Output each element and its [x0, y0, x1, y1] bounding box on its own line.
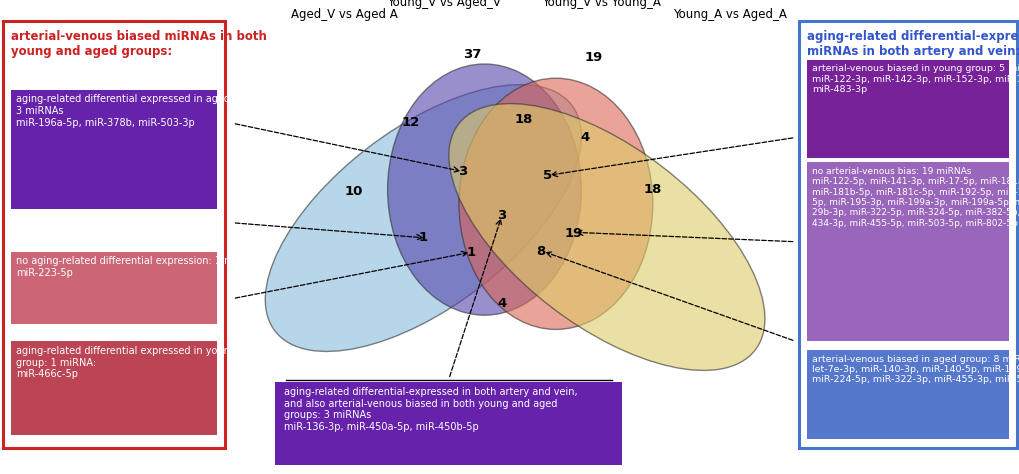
FancyBboxPatch shape: [11, 252, 217, 324]
Text: aging-related differential expressed in aged group:
3 miRNAs
miR-196a-5p, miR-37: aging-related differential expressed in …: [16, 94, 265, 128]
FancyBboxPatch shape: [3, 21, 225, 448]
Text: 8: 8: [535, 245, 545, 258]
Text: 10: 10: [344, 185, 363, 199]
Text: Young_V vs Young_A: Young_V vs Young_A: [542, 0, 660, 9]
Text: 4: 4: [496, 297, 506, 310]
FancyBboxPatch shape: [798, 21, 1016, 448]
Ellipse shape: [387, 64, 581, 315]
Ellipse shape: [459, 78, 652, 329]
Text: Young_A vs Aged_A: Young_A vs Aged_A: [673, 9, 787, 21]
Text: 1: 1: [419, 231, 427, 245]
Text: aging-related differential expressed in young
group: 1 miRNA:
miR-466c-5p: aging-related differential expressed in …: [16, 346, 236, 379]
Text: no arterial-venous bias: 19 miRNAs
miR-122-5p, miR-141-3p, miR-17-5p, miR-181a-5: no arterial-venous bias: 19 miRNAs miR-1…: [811, 167, 1019, 228]
Text: 5: 5: [543, 169, 551, 182]
FancyBboxPatch shape: [11, 341, 217, 435]
Text: arterial-venous biased miRNAs in both
young and aged groups:: arterial-venous biased miRNAs in both yo…: [11, 30, 267, 58]
Text: arterial-venous biased in young group: 5 miRNAs
miR-122-3p, miR-142-3p, miR-152-: arterial-venous biased in young group: 5…: [811, 64, 1019, 94]
Text: 3: 3: [496, 209, 506, 222]
FancyBboxPatch shape: [275, 382, 622, 465]
Text: Aged_V vs Aged A: Aged_V vs Aged A: [290, 9, 397, 21]
FancyBboxPatch shape: [806, 162, 1008, 341]
FancyBboxPatch shape: [11, 90, 217, 209]
Text: 19: 19: [564, 227, 582, 240]
Text: 3: 3: [458, 165, 468, 178]
Text: Young_V vs Aged_V: Young_V vs Aged_V: [386, 0, 500, 9]
Text: arterial-venous biased in aged group: 8 miRNAs
let-7e-3p, miR-140-3p, miR-140-5p: arterial-venous biased in aged group: 8 …: [811, 355, 1019, 384]
Text: 18: 18: [514, 113, 532, 126]
Text: 37: 37: [463, 48, 481, 61]
FancyBboxPatch shape: [806, 350, 1008, 439]
Text: 19: 19: [584, 51, 602, 64]
Text: aging-related differential-expressed
miRNAs in both artery and vein:: aging-related differential-expressed miR…: [806, 30, 1019, 58]
FancyBboxPatch shape: [806, 60, 1008, 158]
Text: 18: 18: [643, 183, 661, 196]
Ellipse shape: [448, 104, 764, 370]
Text: 4: 4: [580, 131, 590, 144]
Text: no aging-related differential expression: 1 miRNA
miR-223-5p: no aging-related differential expression…: [16, 256, 258, 278]
Ellipse shape: [265, 85, 581, 351]
Text: aging-related differential-expressed in both artery and vein,
and also arterial-: aging-related differential-expressed in …: [283, 387, 577, 432]
Text: 1: 1: [467, 246, 475, 259]
Text: 12: 12: [401, 116, 420, 129]
